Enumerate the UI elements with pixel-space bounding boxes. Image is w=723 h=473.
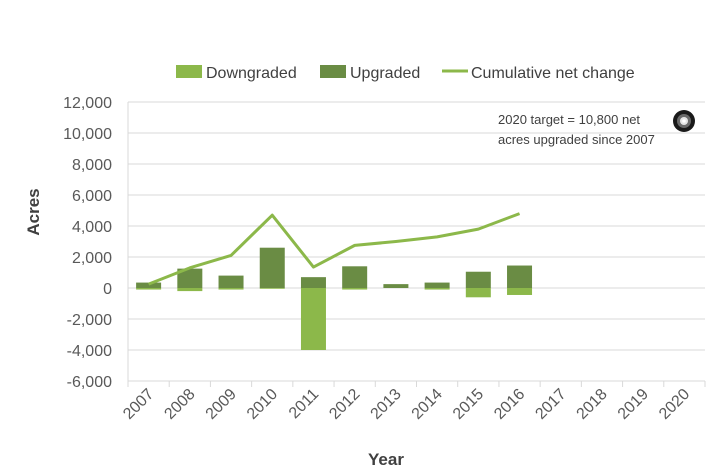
bar-upgraded xyxy=(218,275,244,288)
bar-downgraded xyxy=(342,288,368,290)
x-tick-label: 2008 xyxy=(161,386,198,423)
annotation-line-2: acres upgraded since 2007 xyxy=(498,132,655,147)
bar-upgraded xyxy=(465,271,491,288)
y-tick-label: -2,000 xyxy=(67,312,112,329)
y-tick-label: -6,000 xyxy=(67,374,112,391)
legend-label-cumulative: Cumulative net change xyxy=(471,65,635,82)
bar-downgraded xyxy=(424,288,450,290)
legend-swatch-downgraded xyxy=(176,65,202,78)
legend-label-upgraded: Upgraded xyxy=(350,65,420,82)
bar-upgraded xyxy=(424,282,450,288)
y-tick-label: 10,000 xyxy=(63,126,112,143)
bar-downgraded xyxy=(465,288,491,298)
y-tick-label: 0 xyxy=(103,281,112,298)
target-annotation: 2020 target = 10,800 net acres upgraded … xyxy=(498,110,695,147)
bar-upgraded xyxy=(507,265,533,288)
bar-downgraded xyxy=(507,288,533,295)
bar-downgraded xyxy=(218,288,244,290)
y-axis-title: Acres xyxy=(24,188,43,235)
y-tick-label: -4,000 xyxy=(67,343,112,360)
y-tick-labels: 12,000 10,000 8,000 6,000 4,000 2,000 0 -2,000 -… xyxy=(63,95,112,391)
x-tick-labels: 2007 2008 2009 2010 2011 2012 2013 2014 2015 2016… xyxy=(120,386,693,423)
x-tick-label: 2016 xyxy=(491,386,528,423)
bar-downgraded xyxy=(259,288,285,289)
x-tick-label: 2017 xyxy=(532,386,569,423)
bar-upgraded xyxy=(177,268,203,288)
bar-downgraded xyxy=(177,288,203,292)
cumulative-net-change-line xyxy=(148,212,521,286)
x-tick-label: 2010 xyxy=(244,386,281,423)
x-tick-label: 2007 xyxy=(120,386,157,423)
bar-upgraded xyxy=(136,282,162,288)
x-tick-label: 2013 xyxy=(368,386,405,423)
y-tick-label: 6,000 xyxy=(72,188,112,205)
x-tick-label: 2014 xyxy=(409,386,446,423)
bar-upgraded xyxy=(383,284,409,288)
x-tick-label: 2015 xyxy=(450,386,487,423)
y-tick-label: 4,000 xyxy=(72,219,112,236)
cumulative-line xyxy=(148,212,521,286)
x-axis-title: Year xyxy=(368,450,404,469)
x-tick-label: 2019 xyxy=(615,386,652,423)
legend-swatch-upgraded xyxy=(320,65,346,78)
bar-upgraded xyxy=(300,277,326,288)
bar-upgraded xyxy=(259,247,285,288)
x-tick-label: 2009 xyxy=(203,386,240,423)
x-tick-label: 2012 xyxy=(326,386,363,423)
target-dot-icon xyxy=(673,110,695,132)
bar-upgraded xyxy=(342,266,368,288)
bar-downgraded xyxy=(136,288,162,290)
bars xyxy=(136,247,533,350)
x-tick-label: 2018 xyxy=(574,386,611,423)
bar-downgraded xyxy=(300,288,326,350)
legend: Downgraded Upgraded Cumulative net chang… xyxy=(176,65,635,82)
annotation-line-1: 2020 target = 10,800 net xyxy=(498,112,640,127)
y-tick-label: 8,000 xyxy=(72,157,112,174)
axes xyxy=(127,102,706,387)
legend-label-downgraded: Downgraded xyxy=(206,65,297,82)
y-tick-label: 12,000 xyxy=(63,95,112,112)
x-tick-label: 2011 xyxy=(286,386,322,422)
y-tick-label: 2,000 xyxy=(72,250,112,267)
x-tick-label: 2020 xyxy=(656,386,693,423)
